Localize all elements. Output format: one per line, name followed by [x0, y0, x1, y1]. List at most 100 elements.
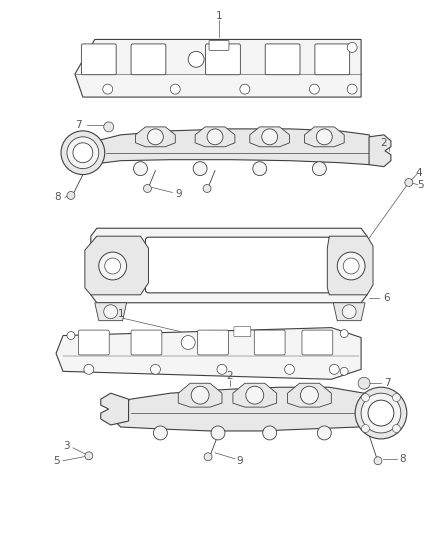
Circle shape — [67, 332, 75, 340]
Circle shape — [355, 387, 407, 439]
Text: 8: 8 — [55, 192, 61, 203]
Circle shape — [343, 258, 359, 274]
Text: 5: 5 — [53, 456, 60, 466]
Text: 2: 2 — [226, 372, 233, 381]
FancyBboxPatch shape — [209, 41, 229, 51]
Circle shape — [211, 426, 225, 440]
Circle shape — [207, 129, 223, 145]
Polygon shape — [178, 383, 222, 407]
FancyBboxPatch shape — [198, 330, 229, 355]
Circle shape — [309, 84, 319, 94]
Polygon shape — [233, 383, 277, 407]
Circle shape — [312, 161, 326, 175]
Text: 9: 9 — [237, 456, 243, 466]
Polygon shape — [113, 387, 381, 431]
Circle shape — [361, 393, 401, 433]
Polygon shape — [95, 303, 127, 321]
Circle shape — [316, 129, 332, 145]
Circle shape — [374, 457, 382, 465]
Polygon shape — [135, 127, 175, 147]
Polygon shape — [333, 303, 365, 321]
Circle shape — [204, 453, 212, 461]
Circle shape — [405, 179, 413, 187]
Text: 7: 7 — [76, 120, 82, 130]
Text: 9: 9 — [175, 189, 182, 199]
Circle shape — [203, 184, 211, 192]
Circle shape — [300, 386, 318, 404]
Circle shape — [170, 84, 180, 94]
FancyBboxPatch shape — [205, 44, 240, 75]
Circle shape — [85, 452, 93, 460]
Circle shape — [347, 43, 357, 52]
FancyBboxPatch shape — [302, 330, 333, 355]
FancyBboxPatch shape — [131, 44, 166, 75]
Circle shape — [262, 129, 278, 145]
Circle shape — [150, 365, 160, 374]
Circle shape — [318, 426, 331, 440]
Circle shape — [67, 191, 75, 199]
Text: 5: 5 — [417, 180, 424, 190]
Text: 1: 1 — [215, 11, 223, 21]
Circle shape — [361, 394, 370, 401]
Polygon shape — [304, 127, 344, 147]
Polygon shape — [85, 236, 148, 295]
Text: 7: 7 — [384, 378, 390, 388]
Circle shape — [73, 143, 93, 163]
Circle shape — [337, 252, 365, 280]
FancyBboxPatch shape — [265, 44, 300, 75]
Circle shape — [104, 305, 118, 319]
Circle shape — [217, 365, 227, 374]
Circle shape — [134, 161, 148, 175]
Circle shape — [285, 365, 294, 374]
Circle shape — [263, 426, 277, 440]
Circle shape — [144, 184, 152, 192]
Polygon shape — [91, 228, 367, 303]
FancyBboxPatch shape — [145, 237, 330, 293]
Polygon shape — [56, 328, 361, 379]
Text: 8: 8 — [399, 454, 406, 464]
Polygon shape — [101, 393, 129, 425]
FancyBboxPatch shape — [81, 44, 116, 75]
Circle shape — [99, 252, 127, 280]
FancyBboxPatch shape — [78, 330, 109, 355]
Circle shape — [193, 161, 207, 175]
Circle shape — [240, 84, 250, 94]
Polygon shape — [369, 135, 391, 167]
Circle shape — [361, 425, 370, 432]
Circle shape — [84, 365, 94, 374]
Text: 6: 6 — [384, 293, 390, 303]
Circle shape — [148, 129, 163, 145]
Circle shape — [103, 84, 113, 94]
Circle shape — [347, 84, 357, 94]
Polygon shape — [288, 383, 331, 407]
Polygon shape — [83, 129, 374, 165]
Text: 2: 2 — [381, 138, 387, 148]
Circle shape — [253, 161, 267, 175]
Circle shape — [67, 137, 99, 168]
Circle shape — [329, 365, 339, 374]
Circle shape — [340, 367, 348, 375]
Polygon shape — [250, 127, 290, 147]
Circle shape — [61, 131, 105, 175]
Circle shape — [392, 394, 400, 401]
Circle shape — [153, 426, 167, 440]
Polygon shape — [327, 236, 373, 295]
Circle shape — [358, 377, 370, 389]
Circle shape — [105, 258, 120, 274]
Polygon shape — [195, 127, 235, 147]
Circle shape — [342, 305, 356, 319]
Circle shape — [368, 400, 394, 426]
FancyBboxPatch shape — [131, 330, 162, 355]
FancyBboxPatch shape — [254, 330, 285, 355]
Circle shape — [104, 122, 114, 132]
Polygon shape — [75, 39, 361, 97]
Circle shape — [188, 51, 204, 67]
Circle shape — [181, 336, 195, 350]
Circle shape — [340, 329, 348, 337]
FancyBboxPatch shape — [234, 327, 251, 336]
FancyBboxPatch shape — [315, 44, 350, 75]
Circle shape — [246, 386, 264, 404]
Text: 4: 4 — [415, 167, 422, 177]
Text: 3: 3 — [63, 441, 69, 451]
Circle shape — [191, 386, 209, 404]
